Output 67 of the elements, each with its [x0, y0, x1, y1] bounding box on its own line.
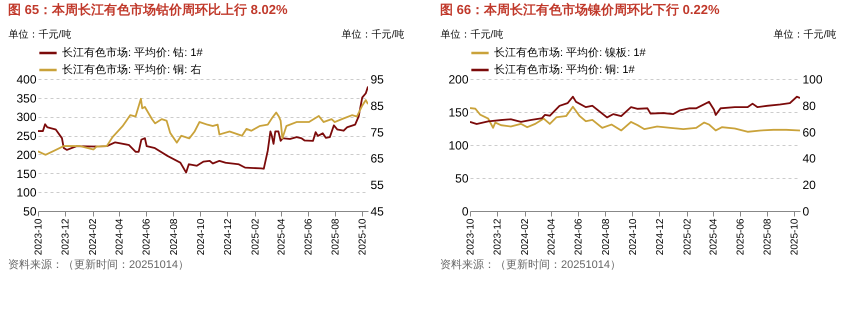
x-tick-label: 2024-06: [142, 218, 153, 256]
legend-label: 长江有色市场: 平均价: 钴: 1#: [62, 46, 204, 59]
y2-tick-label: 45: [370, 204, 384, 218]
text: 资料来源：（更新时间：20251014）: [440, 258, 622, 272]
x-tick-label: 2025-04: [708, 218, 720, 256]
x-tick-label: 2024-04: [114, 218, 126, 256]
x-tick-label: 2025-02: [250, 218, 262, 256]
y-tick-label: 50: [23, 204, 37, 218]
chart-title: 图 65：本周长江有色市场钴价周环比上行 8.02%: [8, 2, 288, 17]
y2-tick-label: 100: [802, 72, 823, 86]
x-tick-label: 2025-10: [790, 218, 801, 256]
y-tick-label: 250: [16, 129, 37, 144]
line-series: [470, 106, 800, 133]
x-tick-label: 2025-02: [682, 218, 694, 256]
x-tick-label: 2024-02: [88, 218, 100, 256]
x-tick-label: 2025-04: [276, 218, 288, 256]
y2-tick-label: 20: [802, 178, 816, 192]
x-tick-label: 2024-04: [546, 218, 558, 256]
y2-tick-label: 60: [802, 125, 816, 140]
y2-tick-label: 95: [370, 72, 384, 86]
y-axis-title: 单位：千元/吨: [440, 28, 504, 40]
y2-tick-label: 65: [370, 152, 384, 166]
x-tick-label: 2023-12: [60, 218, 72, 256]
y-tick-label: 400: [16, 72, 37, 86]
y2-tick-label: 55: [370, 178, 384, 192]
y-axis-title: 单位：千元/吨: [8, 28, 72, 40]
x-tick-label: 2025-06: [304, 218, 315, 256]
text: 资料来源：（更新时间：20251014）: [8, 258, 190, 272]
x-tick-label: 2024-12: [222, 218, 234, 256]
x-tick-label: 2025-08: [330, 218, 342, 256]
y-tick-label: 100: [448, 138, 469, 152]
x-tick-label: 2025-06: [736, 218, 747, 256]
x-tick-label: 2024-06: [574, 218, 585, 256]
y-tick-label: 200: [448, 72, 469, 86]
x-tick-label: 2023-10: [34, 218, 44, 256]
legend-label: 长江有色市场: 平均价: 铜: 右: [62, 63, 202, 76]
y-tick-label: 100: [16, 186, 37, 200]
y-tick-label: 0: [462, 204, 469, 218]
x-tick-label: 2025-08: [762, 218, 774, 256]
x-tick-label: 2024-08: [600, 218, 612, 256]
y-tick-label: 150: [16, 166, 37, 181]
x-tick-label: 2024-12: [654, 218, 666, 256]
y2-tick-label: 40: [802, 152, 816, 166]
y-tick-label: 300: [16, 110, 37, 124]
y-tick-label: 150: [448, 106, 469, 120]
x-tick-label: 2023-10: [466, 218, 476, 256]
legend-label: 长江有色市场: 平均价: 镍板: 1#: [494, 46, 646, 59]
legend-label: 长江有色市场: 平均价: 铜: 1#: [494, 63, 636, 76]
x-tick-label: 2024-02: [520, 218, 532, 256]
y2-tick-label: 0: [802, 204, 810, 218]
line-series: [470, 96, 800, 125]
y2-tick-label: 85: [370, 98, 384, 113]
chart-title: 图 66：本周长江有色市场镍价周环比下行 0.22%: [440, 2, 720, 17]
y2-axis-title: 单位：千元/吨: [342, 28, 404, 40]
x-tick-label: 2025-10: [358, 218, 369, 256]
y-tick-label: 350: [16, 91, 37, 106]
y-tick-label: 50: [455, 172, 469, 186]
y2-tick-label: 75: [370, 125, 384, 140]
y-tick-label: 200: [16, 148, 37, 162]
x-tick-label: 2024-08: [168, 218, 180, 256]
x-tick-label: 2024-10: [628, 218, 639, 256]
x-tick-label: 2023-12: [492, 218, 504, 256]
line-series: [38, 86, 368, 174]
y2-tick-label: 80: [802, 98, 816, 113]
line-series: [38, 98, 368, 156]
y2-axis-title: 单位：千元/吨: [774, 28, 836, 40]
x-tick-label: 2024-10: [196, 218, 207, 256]
